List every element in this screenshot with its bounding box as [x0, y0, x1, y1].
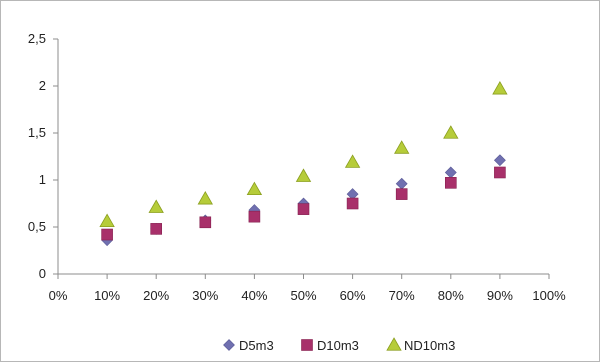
legend-label-d5m3: D5m3 [239, 338, 274, 353]
data-point-d5m3 [444, 166, 457, 179]
data-point-nd10m3 [197, 190, 213, 205]
data-point-d10m3 [395, 188, 408, 200]
x-tick-label: 0% [49, 288, 68, 303]
data-point-d10m3 [494, 166, 506, 179]
data-point-nd10m3 [99, 213, 115, 228]
x-tick-label: 80% [438, 288, 464, 303]
data-point-nd10m3 [443, 125, 459, 139]
x-tick-label: 70% [389, 288, 415, 303]
legend-marker-d5m3 [223, 339, 235, 351]
data-point-nd10m3 [246, 181, 263, 196]
x-tick-label: 20% [143, 288, 169, 303]
data-point-d5m3 [493, 154, 506, 167]
data-point-d10m3 [101, 228, 113, 241]
legend-label-d10m3: D10m3 [317, 338, 359, 353]
data-point-nd10m3 [394, 140, 410, 154]
legend-marker-d10m3 [301, 339, 313, 351]
data-point-d10m3 [444, 177, 457, 189]
data-point-d10m3 [248, 210, 261, 223]
y-tick-label: 2 [39, 78, 46, 93]
legend-marker-nd10m3 [386, 337, 402, 351]
x-tick-label: 10% [94, 288, 120, 303]
x-tick-label: 60% [340, 288, 366, 303]
y-tick-label: 0 [39, 266, 46, 281]
data-point-d10m3 [199, 216, 212, 229]
data-point-d10m3 [346, 197, 359, 210]
x-tick-label: 90% [487, 288, 513, 303]
data-point-nd10m3 [148, 199, 164, 213]
x-tick-label: 50% [290, 288, 316, 303]
x-tick-label: 100% [532, 288, 566, 303]
data-point-d10m3 [150, 223, 162, 235]
y-tick-label: 1 [39, 172, 46, 187]
y-tick-label: 0,5 [28, 219, 46, 234]
y-tick-label: 1,5 [28, 125, 46, 140]
data-point-nd10m3 [492, 81, 508, 95]
data-point-d5m3 [395, 177, 408, 190]
x-tick-label: 40% [241, 288, 267, 303]
x-tick-label: 30% [192, 288, 218, 303]
y-tick-label: 2,5 [28, 31, 46, 46]
data-point-nd10m3 [344, 154, 361, 168]
legend-label-nd10m3: ND10m3 [404, 338, 455, 353]
data-point-d10m3 [297, 203, 310, 215]
data-point-nd10m3 [295, 168, 312, 182]
